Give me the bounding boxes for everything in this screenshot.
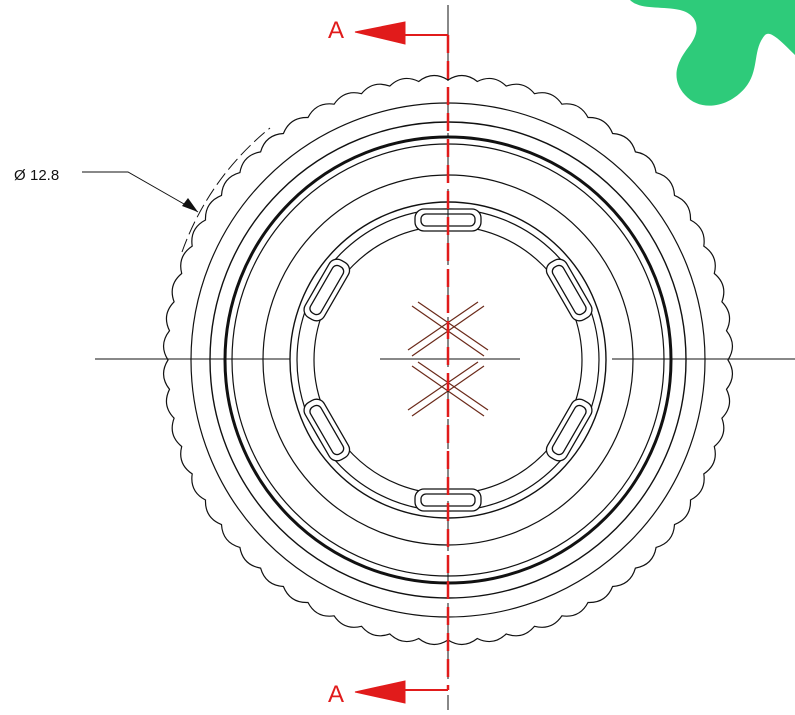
section-label-top: A xyxy=(328,17,344,44)
green-blob-logo-icon xyxy=(630,0,795,106)
diameter-value: 12.8 xyxy=(30,167,59,184)
latch-slot xyxy=(545,258,593,322)
latch-slot xyxy=(303,398,351,462)
leader-arrow-icon xyxy=(182,198,198,212)
section-arrow-top-icon xyxy=(354,21,406,45)
phantom-arc xyxy=(181,127,271,253)
latch-slots xyxy=(303,208,593,512)
diameter-symbol: Ø xyxy=(14,167,26,184)
section-label-bottom: A xyxy=(328,681,344,708)
knurled-outer-rim xyxy=(162,74,734,646)
latch-slot xyxy=(545,398,593,462)
diameter-dimension: Ø 12.8 xyxy=(14,167,199,213)
latch-slot xyxy=(414,488,482,512)
section-line xyxy=(354,21,450,704)
section-arrow-bottom-icon xyxy=(354,680,406,704)
latch-slot xyxy=(303,258,351,322)
